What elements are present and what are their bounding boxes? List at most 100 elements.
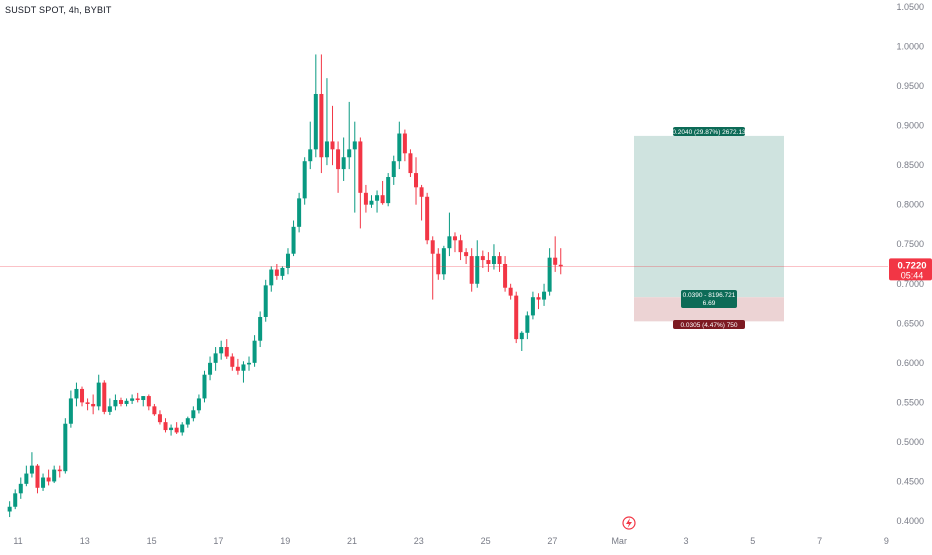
candle — [336, 141, 341, 193]
candle-body — [419, 187, 424, 197]
position-labels: 0.2040 (29.87%) 2672.13 0.0390 - 8196.721… — [672, 127, 746, 329]
candle — [514, 291, 519, 344]
candle — [52, 465, 57, 484]
candle-body — [107, 406, 112, 412]
candle — [503, 256, 508, 292]
price-axis[interactable]: 1.0500 1.0000 0.9500 0.9000 0.8500 0.8000 0.75… — [889, 2, 932, 526]
candle — [324, 78, 329, 166]
candle-body — [185, 418, 190, 425]
candle — [235, 358, 240, 375]
candle — [480, 250, 485, 268]
candle-body — [380, 195, 385, 204]
candle — [430, 236, 435, 300]
candle-body — [519, 332, 524, 340]
candle — [96, 374, 101, 411]
position-tool[interactable] — [634, 135, 784, 322]
candle-body — [291, 226, 296, 254]
candle-body — [369, 200, 374, 205]
candle — [297, 192, 302, 233]
candle — [363, 184, 368, 213]
candle-body — [29, 465, 34, 474]
entry-label-bg — [681, 290, 737, 308]
candle-body — [486, 260, 491, 264]
candle — [68, 390, 73, 428]
candle-body — [157, 414, 162, 423]
candle-body — [224, 347, 229, 357]
candle-body — [497, 256, 502, 264]
candle — [196, 394, 201, 414]
candle — [419, 184, 424, 221]
candle — [102, 380, 107, 415]
candle-body — [508, 287, 513, 296]
candle-body — [447, 236, 452, 249]
lightning-badge-icon[interactable] — [622, 516, 636, 530]
candle-body — [196, 398, 201, 411]
candle-body — [397, 133, 402, 162]
candle — [369, 195, 374, 208]
candle — [57, 465, 62, 478]
x-tick-label: 17 — [213, 536, 223, 546]
lightning-bolt-shape — [626, 518, 632, 528]
candle-body — [352, 141, 357, 150]
time-axis[interactable]: 11 13 15 17 19 21 23 25 27 Mar 3 5 7 9 — [13, 536, 889, 546]
candle — [491, 244, 496, 270]
candle-body — [464, 252, 469, 257]
x-tick-label: 11 — [13, 536, 22, 546]
candle — [263, 279, 268, 322]
candle — [141, 396, 146, 407]
candle-body — [297, 198, 302, 227]
candle — [341, 137, 346, 181]
target-label-bg — [673, 127, 745, 136]
candle-body — [341, 157, 346, 170]
candle — [414, 157, 419, 205]
y-tick-label: 0.5500 — [896, 397, 924, 407]
candle — [91, 394, 96, 415]
candle — [269, 266, 274, 292]
candle-body — [91, 403, 96, 407]
x-tick-label: 9 — [884, 536, 889, 546]
candle-body — [235, 366, 240, 371]
candle — [530, 291, 535, 320]
candle — [380, 180, 385, 205]
candle-body — [408, 153, 413, 174]
candle — [107, 398, 112, 416]
candle — [85, 398, 90, 411]
x-tick-label: 15 — [147, 536, 157, 546]
candle-body — [191, 410, 196, 419]
candle — [163, 418, 168, 433]
candle-body — [208, 362, 213, 375]
profit-zone[interactable] — [634, 135, 784, 298]
y-tick-label: 0.9000 — [896, 121, 924, 131]
candle — [113, 394, 118, 411]
x-tick-label: 23 — [414, 536, 424, 546]
candle-body — [85, 402, 90, 404]
candle-body — [63, 423, 68, 472]
candle-body — [174, 427, 179, 433]
candle-body — [324, 141, 329, 158]
candle-body — [80, 388, 85, 403]
candle-body — [542, 291, 547, 300]
candle-body — [441, 248, 446, 275]
candle — [219, 340, 224, 360]
candle-body — [152, 406, 157, 415]
candle — [13, 489, 18, 510]
y-tick-label: 0.5000 — [896, 437, 924, 447]
candle — [280, 266, 285, 280]
candle — [558, 248, 563, 275]
candle-body — [375, 195, 380, 201]
target-label: 0.2040 (29.87%) 2672.13 — [672, 127, 746, 136]
candle — [247, 356, 252, 371]
candle-body — [525, 315, 530, 333]
candle — [525, 311, 530, 340]
candle — [508, 283, 513, 300]
candle-body — [74, 388, 79, 399]
candle — [185, 416, 190, 428]
y-tick-label: 0.9500 — [896, 81, 924, 91]
candle — [402, 129, 407, 162]
candle-body — [219, 347, 224, 354]
candle — [29, 452, 34, 478]
candle-body — [313, 93, 318, 150]
